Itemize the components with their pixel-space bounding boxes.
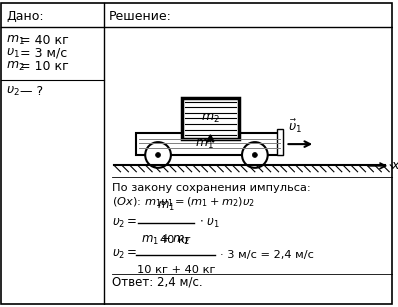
Text: $m_1$: $m_1$ xyxy=(6,34,25,47)
Text: $\upsilon_2$: $\upsilon_2$ xyxy=(6,85,20,98)
Bar xyxy=(137,133,283,155)
Text: $\cdot\ \upsilon_1$: $\cdot\ \upsilon_1$ xyxy=(199,217,219,230)
Text: $\upsilon_2 =$: $\upsilon_2 =$ xyxy=(111,217,137,230)
Text: По закону сохранения импульса:: По закону сохранения импульса: xyxy=(111,183,310,192)
Text: $m_1$: $m_1$ xyxy=(195,138,214,151)
Text: 40 кг: 40 кг xyxy=(160,235,191,245)
Text: $\upsilon_2 =$: $\upsilon_2 =$ xyxy=(111,248,137,261)
Text: · 3 м/с = 2,4 м/с: · 3 м/с = 2,4 м/с xyxy=(220,250,314,260)
Text: $(Ox)$: $m_1\upsilon_1 = (m_1 + m_2)\upsilon_2$: $(Ox)$: $m_1\upsilon_1 = (m_1 + m_2)\ups… xyxy=(111,196,255,209)
Text: x: x xyxy=(391,159,398,172)
Text: — ?: — ? xyxy=(20,85,43,98)
Circle shape xyxy=(156,153,160,157)
Text: 10 кг + 40 кг: 10 кг + 40 кг xyxy=(137,265,215,275)
Circle shape xyxy=(252,153,258,157)
Text: $m_2$: $m_2$ xyxy=(6,60,25,73)
Text: = 10 кг: = 10 кг xyxy=(20,60,68,72)
Circle shape xyxy=(242,142,268,168)
Text: $\upsilon_1$: $\upsilon_1$ xyxy=(6,47,20,60)
Text: Ответ: 2,4 м/с.: Ответ: 2,4 м/с. xyxy=(111,275,202,289)
Bar xyxy=(277,129,283,155)
Text: $m_1 + m_2$: $m_1 + m_2$ xyxy=(141,233,191,247)
Text: = 40 кг: = 40 кг xyxy=(20,34,68,47)
Bar xyxy=(182,98,239,139)
Circle shape xyxy=(145,142,171,168)
Text: $m_2$: $m_2$ xyxy=(201,112,220,125)
Text: $\vec{\upsilon}_1$: $\vec{\upsilon}_1$ xyxy=(288,118,302,135)
Text: = 3 м/с: = 3 м/с xyxy=(20,47,67,60)
Text: Дано:: Дано: xyxy=(6,10,43,23)
Text: $m_1$: $m_1$ xyxy=(157,200,175,213)
Text: Решение:: Решение: xyxy=(109,10,172,23)
